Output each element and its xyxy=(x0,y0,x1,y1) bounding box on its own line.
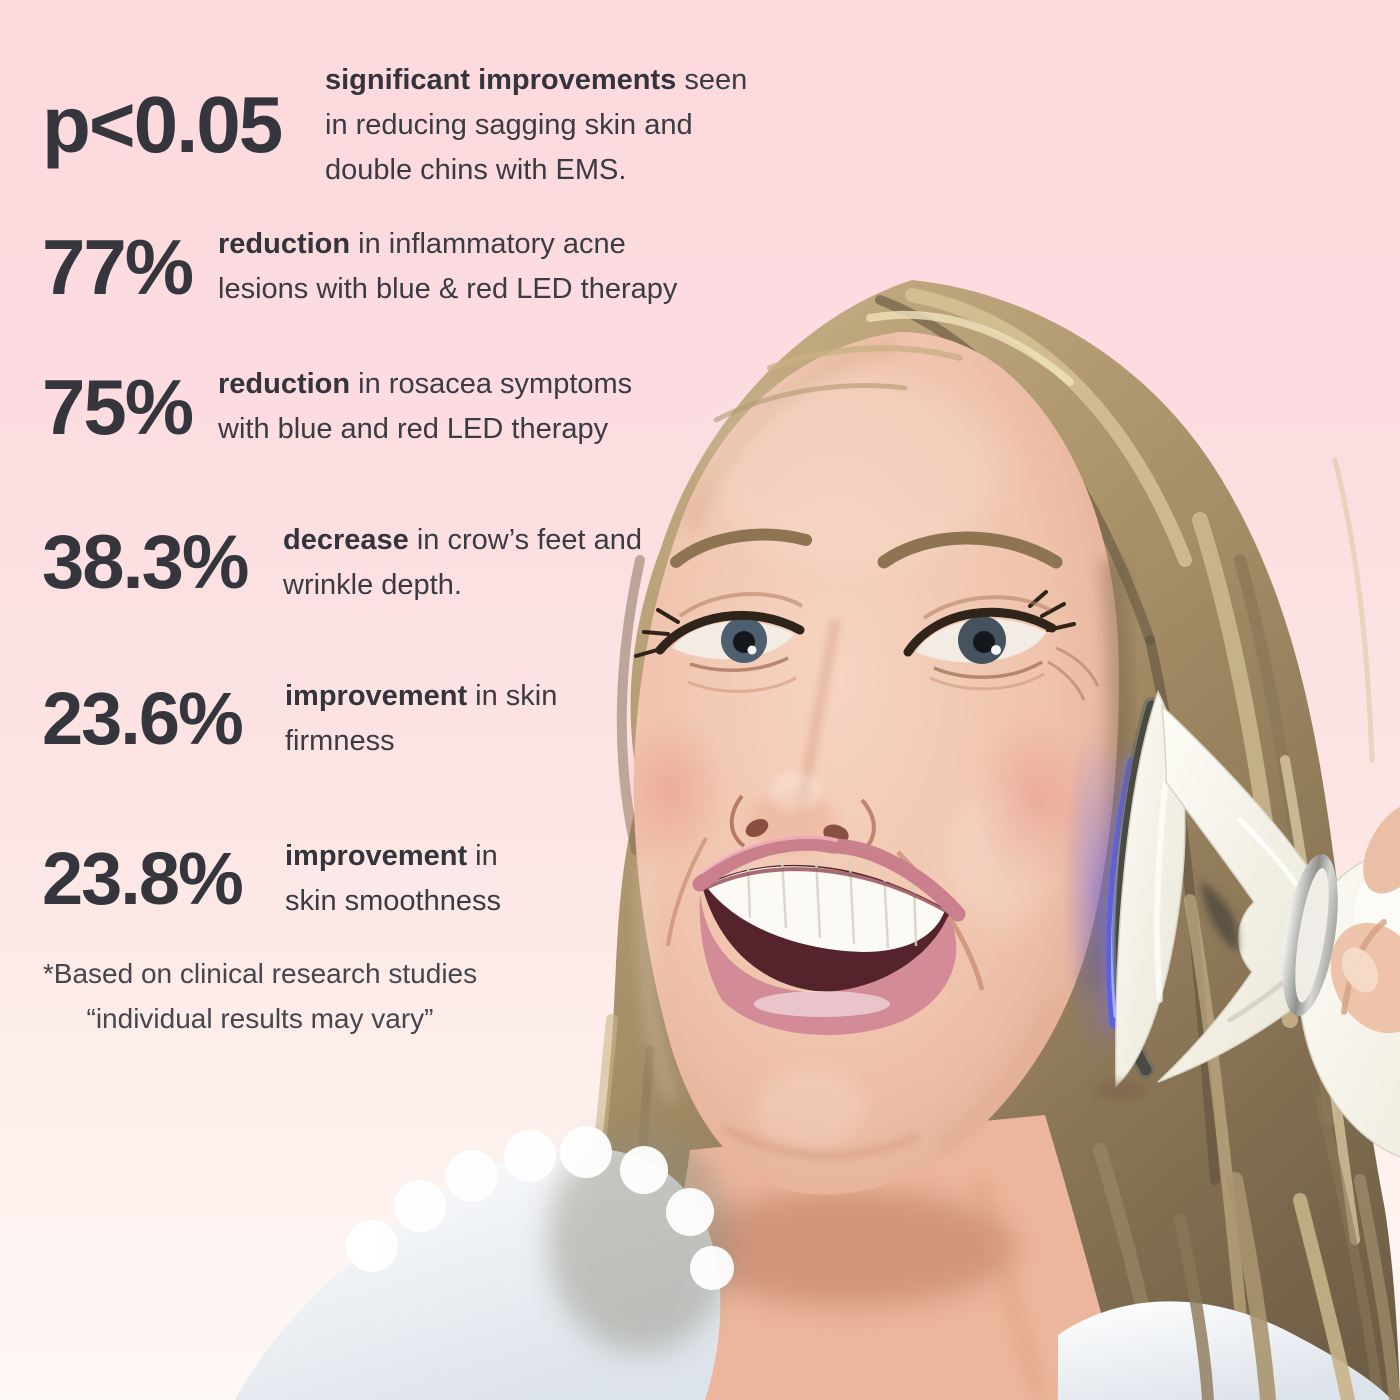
stat-description: improvement in skin firmness xyxy=(285,680,558,757)
stat-description: improvement in skin smoothness xyxy=(285,840,501,917)
stat-value: 77% xyxy=(42,222,194,311)
face xyxy=(614,332,1131,1195)
eyebrow-right xyxy=(877,531,1063,569)
hair-wisps xyxy=(713,345,963,423)
stat-value: 38.3% xyxy=(42,519,250,605)
eyebrow-left xyxy=(670,528,812,568)
chrome-ring xyxy=(1282,853,1338,1017)
eye-left xyxy=(634,591,805,693)
stat-description: decrease in crow’s feet and wrinkle dept… xyxy=(283,524,642,601)
finger xyxy=(1363,802,1400,894)
hair-front-strands xyxy=(1174,1172,1400,1400)
facial-device xyxy=(1062,690,1400,1165)
stat-row-acne: 77% reduction in inflammatory acne lesio… xyxy=(42,222,677,312)
crows-feet-lines xyxy=(1047,646,1100,701)
stat-description: reduction in rosacea symptoms with blue … xyxy=(218,368,633,445)
stat-value: 75% xyxy=(42,362,194,451)
nasolabial-left xyxy=(666,837,708,947)
thumbnail xyxy=(1341,947,1379,993)
mouth-smile xyxy=(692,834,966,1036)
upper-lip xyxy=(692,835,966,922)
blush-left xyxy=(614,712,730,868)
stat-description: significant improvements seen in reducin… xyxy=(325,64,748,186)
footnote-disclaimer: *Based on clinical research studies “ind… xyxy=(42,958,478,1034)
stat-description: reduction in inflammatory acne lesions w… xyxy=(218,228,678,305)
stat-row-rosacea: 75% reduction in rosacea symptoms with b… xyxy=(42,362,632,452)
stat-row-wrinkles: 38.3% decrease in crow’s feet and wrinkl… xyxy=(42,518,642,608)
hand xyxy=(1330,802,1400,1034)
stat-value: 23.6% xyxy=(42,676,244,760)
robe xyxy=(235,1126,1392,1400)
stat-value: 23.8% xyxy=(42,836,244,920)
stat-row-smoothness: 23.8% improvement in skin smoothness xyxy=(42,834,501,924)
neck xyxy=(615,1115,1125,1400)
stat-value: p<0.05 xyxy=(42,80,283,170)
eye-right xyxy=(903,590,1100,701)
stat-row-significance: p<0.05 significant improvements seen in … xyxy=(42,58,747,193)
stat-row-firmness: 23.6% improvement in skin firmness xyxy=(42,674,557,764)
